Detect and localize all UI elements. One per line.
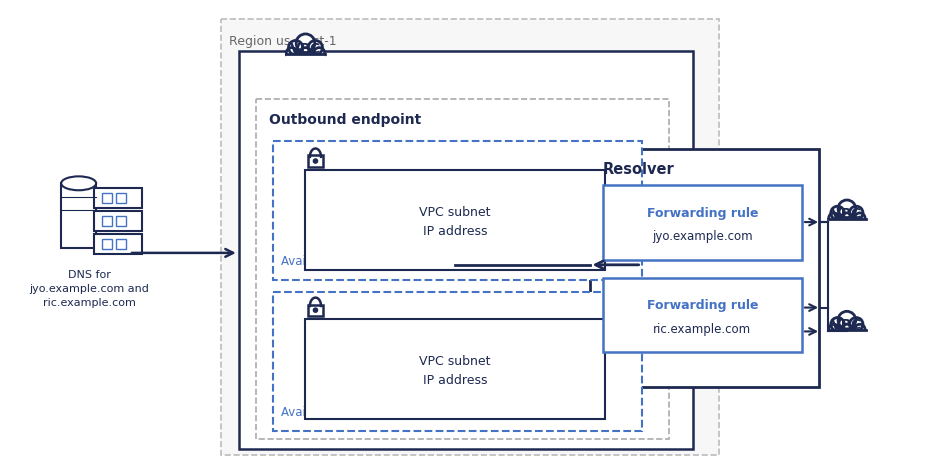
FancyBboxPatch shape [238,51,693,449]
Bar [286,54,325,64]
FancyBboxPatch shape [94,211,142,231]
Text: VPC subnet
IP address: VPC subnet IP address [419,355,491,387]
FancyBboxPatch shape [306,171,604,270]
FancyBboxPatch shape [116,216,126,226]
Text: Forwarding rule: Forwarding rule [646,299,758,312]
Circle shape [313,308,318,312]
FancyBboxPatch shape [102,239,112,249]
Ellipse shape [61,176,96,190]
Text: jyo.example.com: jyo.example.com [652,230,753,243]
Bar [829,330,866,340]
FancyBboxPatch shape [116,193,126,203]
Circle shape [314,47,324,59]
Circle shape [850,318,863,331]
Text: Outbound endpoint: Outbound endpoint [269,113,421,127]
Circle shape [838,200,856,218]
FancyBboxPatch shape [94,188,142,208]
Text: ric.example.com: ric.example.com [654,323,751,336]
Text: Availability Zone: Availability Zone [281,406,379,419]
Circle shape [313,159,318,163]
Circle shape [299,47,312,61]
FancyBboxPatch shape [255,99,670,439]
Text: DNS for
jyo.example.com and
ric.example.com: DNS for jyo.example.com and ric.example.… [29,270,149,308]
FancyBboxPatch shape [94,234,142,254]
FancyBboxPatch shape [307,305,324,316]
Text: VPC: VPC [289,42,321,56]
Text: Region us-west-1: Region us-west-1 [229,35,337,48]
FancyBboxPatch shape [116,239,126,249]
Circle shape [289,40,303,55]
Circle shape [831,318,845,331]
Circle shape [308,40,323,55]
FancyBboxPatch shape [272,141,641,280]
FancyBboxPatch shape [102,193,112,203]
Circle shape [829,213,839,223]
Circle shape [838,311,856,329]
FancyBboxPatch shape [61,183,96,248]
Circle shape [287,47,297,59]
Circle shape [831,206,845,219]
Circle shape [841,213,853,225]
FancyBboxPatch shape [102,216,112,226]
Circle shape [854,213,865,223]
Text: Availability Zone: Availability Zone [281,255,379,268]
Text: VPC: VPC [832,318,863,332]
FancyBboxPatch shape [603,278,802,352]
Text: VPC: VPC [832,207,863,221]
Circle shape [841,324,853,337]
FancyBboxPatch shape [272,292,641,431]
Text: VPC subnet
IP address: VPC subnet IP address [419,206,491,238]
Circle shape [854,324,865,335]
Circle shape [850,206,863,219]
FancyBboxPatch shape [589,149,819,387]
Text: Forwarding rule: Forwarding rule [646,207,758,219]
Circle shape [829,324,839,335]
FancyBboxPatch shape [306,320,604,419]
FancyBboxPatch shape [307,156,324,166]
FancyBboxPatch shape [603,185,802,260]
Circle shape [296,34,315,53]
FancyBboxPatch shape [220,19,719,454]
Text: Resolver: Resolver [603,163,674,178]
Bar [829,219,866,229]
